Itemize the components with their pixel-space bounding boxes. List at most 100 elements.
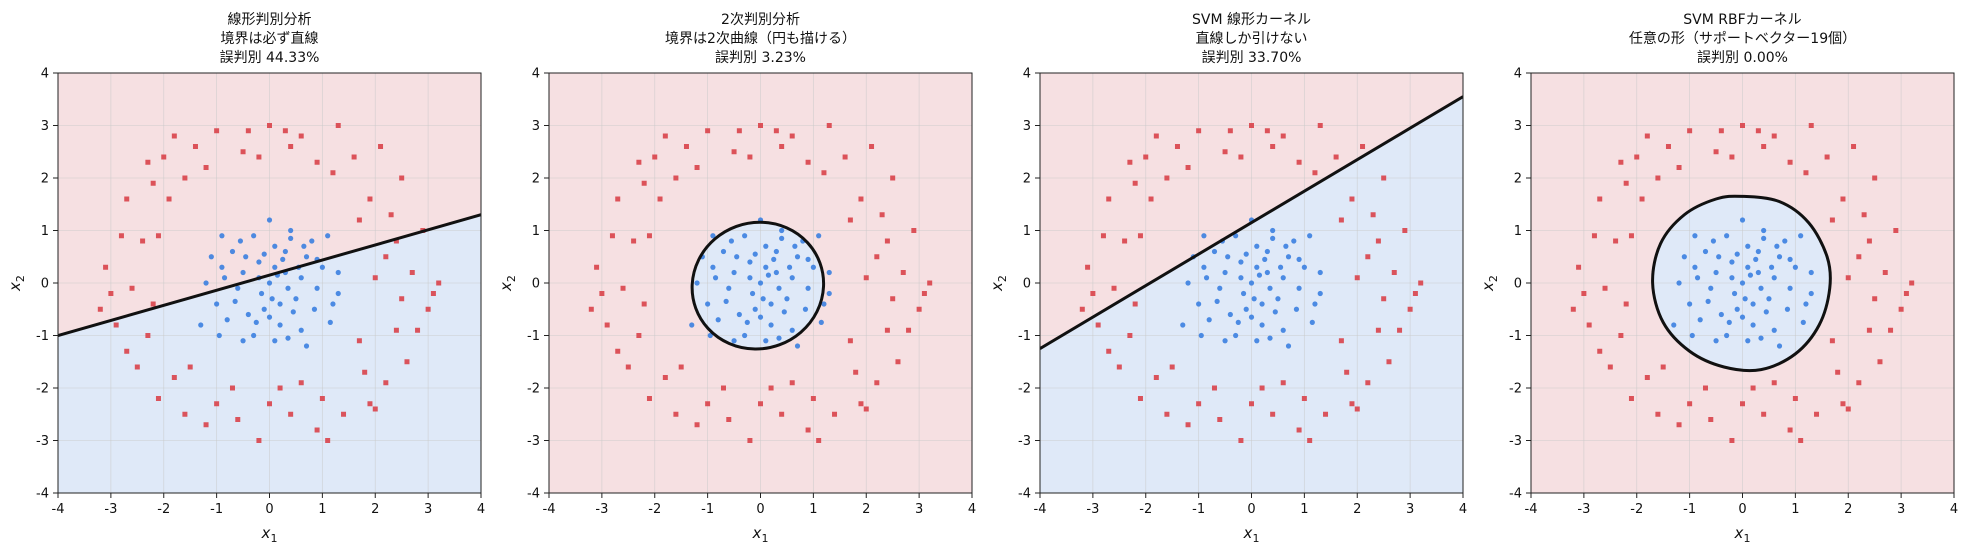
data-point-outer [298, 133, 304, 139]
data-point-inner [805, 256, 811, 262]
data-point-outer [1338, 217, 1344, 223]
data-point-outer [171, 375, 177, 380]
data-point-outer [1222, 149, 1228, 155]
data-point-inner [1800, 319, 1806, 325]
x-tick-label: 3 [915, 502, 923, 517]
y-tick-label: 2 [1023, 172, 1031, 187]
data-point-inner [1264, 248, 1270, 255]
data-point-inner [1697, 317, 1703, 323]
data-point-outer [166, 196, 172, 202]
data-point-outer [1116, 364, 1122, 370]
data-point-inner [749, 290, 756, 297]
chart-panel-1: -4-4 -3 -3 -2 -2 -1 -1 0 0 1 1 2 2 3 3 4 4 x1 x2 線形判別分析境界は必… [6, 12, 485, 545]
data-point-inner [290, 309, 296, 315]
data-point-inner [1235, 319, 1241, 325]
data-point-outer [705, 401, 711, 407]
data-point-outer [615, 348, 621, 354]
data-point-outer [1127, 159, 1133, 165]
data-point-inner [314, 285, 320, 291]
data-point-inner [763, 338, 769, 344]
x-tick-label: 2 [371, 502, 379, 517]
data-point-inner [779, 235, 785, 241]
data-point-outer [298, 380, 304, 386]
data-point-outer [1238, 154, 1244, 160]
data-point-outer [1903, 291, 1909, 296]
data-point-inner [794, 254, 801, 260]
data-point-outer [282, 128, 288, 134]
data-point-outer [1079, 306, 1085, 312]
data-point-outer [805, 159, 811, 165]
data-point-outer [103, 264, 109, 270]
data-point-inner [779, 227, 785, 234]
data-point-inner [229, 248, 236, 255]
data-point-outer [1122, 238, 1128, 244]
data-point-outer [1312, 170, 1318, 176]
data-point-outer [372, 275, 378, 281]
data-point-inner [1196, 301, 1202, 307]
data-point-inner [216, 332, 222, 339]
chart-panel-4: -4-4 -3 -3 -2 -2 -1 -1 0 0 1 1 2 2 3 3 4 4 x1 x2 SVM RBFカーネ… [1479, 12, 1958, 545]
data-point-inner [1251, 296, 1257, 302]
data-point-inner [261, 306, 267, 312]
decision-boundary [58, 213, 481, 337]
data-point-inner [1262, 256, 1268, 262]
data-point-inner [1214, 298, 1220, 304]
data-point-outer [768, 385, 774, 391]
y-tick-label: 3 [41, 119, 49, 134]
data-point-inner [760, 296, 766, 302]
data-point-outer [314, 159, 320, 165]
x-axis-label: x1 [1243, 524, 1260, 545]
data-point-outer [150, 301, 156, 307]
data-point-outer [1375, 327, 1381, 333]
data-point-inner [280, 256, 286, 262]
data-point-outer [631, 238, 637, 244]
data-point-inner [1739, 217, 1746, 223]
data-point-inner [747, 259, 753, 265]
data-point-outer [1872, 175, 1878, 181]
data-point-outer [409, 270, 415, 275]
x-tick-label: 3 [424, 502, 432, 517]
data-point-inner [198, 322, 204, 328]
data-point-outer [662, 133, 668, 139]
data-point-outer [1127, 333, 1133, 338]
data-point-outer [1174, 144, 1180, 149]
data-point-inner [1681, 254, 1687, 260]
data-point-inner [251, 233, 257, 239]
data-point-inner [1742, 296, 1748, 302]
data-point-inner [1198, 332, 1204, 339]
y-axis-label: x2 [6, 275, 27, 292]
data-point-inner [1264, 269, 1270, 276]
data-point-outer [335, 123, 341, 128]
data-point-outer [134, 364, 140, 370]
x-tick-label: -2 [648, 502, 661, 517]
data-point-inner [763, 243, 769, 249]
data-point-inner [1259, 301, 1265, 307]
data-point-outer [113, 322, 119, 328]
data-point-outer [229, 385, 235, 391]
data-point-inner [710, 233, 716, 239]
data-point-outer [203, 422, 209, 428]
data-point-outer [678, 364, 684, 370]
data-point-inner [258, 290, 265, 297]
y-tick-label: -1 [1509, 329, 1522, 344]
data-point-inner [1692, 233, 1698, 239]
data-point-outer [171, 133, 177, 139]
data-point-inner [1739, 314, 1746, 320]
data-point-inner [235, 285, 241, 291]
data-point-inner [792, 243, 798, 249]
data-point-outer [1708, 417, 1714, 422]
data-point-outer [1270, 144, 1276, 149]
data-point-outer [1132, 180, 1138, 186]
data-point-outer [1365, 380, 1371, 386]
data-point-outer [245, 128, 251, 134]
data-point-inner [1758, 285, 1764, 291]
data-point-inner [311, 306, 318, 312]
data-point-inner [816, 233, 822, 239]
data-point-inner [214, 301, 220, 307]
data-point-inner [1238, 259, 1244, 265]
data-point-outer [816, 438, 822, 443]
data-point-outer [1196, 128, 1202, 134]
data-point-inner [1718, 311, 1724, 318]
data-point-inner [1206, 317, 1212, 323]
data-point-inner [1267, 335, 1273, 341]
